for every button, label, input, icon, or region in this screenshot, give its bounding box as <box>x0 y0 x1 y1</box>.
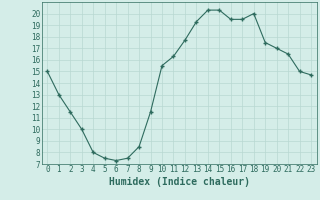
X-axis label: Humidex (Indice chaleur): Humidex (Indice chaleur) <box>109 177 250 187</box>
